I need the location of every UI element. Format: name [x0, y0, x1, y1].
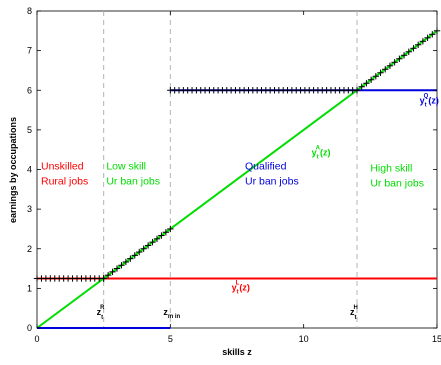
x-tick-label-3: 15 — [432, 334, 441, 344]
marker-3-3 — [367, 76, 375, 83]
marker-1-8 — [136, 248, 143, 256]
x-tick-label-2: 10 — [299, 334, 309, 344]
annotations: Unskilled Rural jobs Low skill Ur ban jobs Q… — [41, 94, 439, 321]
y-tick-label-1: 1 — [27, 283, 32, 293]
x-tick-label-1: 5 — [168, 334, 173, 344]
region-label-rural: Unskilled Rural jobs — [41, 161, 88, 188]
marker-1-0 — [100, 275, 107, 282]
marker-3-0 — [353, 87, 361, 94]
marker-3-16 — [429, 31, 436, 38]
y-tick-label-3: 3 — [27, 204, 32, 214]
y-tick-label-4: 4 — [27, 165, 32, 175]
curve-label-yL: ytL(z) — [232, 280, 250, 295]
y-tick-label-7: 7 — [27, 46, 32, 56]
marker-3-12 — [410, 45, 417, 52]
y-tick-label-6: 6 — [27, 85, 32, 95]
region-label-qualified: Qualified Ur ban jobs — [245, 161, 299, 188]
marker-3-10 — [400, 52, 408, 59]
marker-3-14 — [419, 38, 427, 45]
marker-1-13 — [158, 232, 165, 239]
marker-1-14 — [162, 229, 170, 236]
marker-1-11 — [149, 238, 156, 246]
marker-3-2 — [363, 80, 370, 87]
marker-1-6 — [127, 255, 134, 262]
marker-3-1 — [358, 83, 365, 90]
marker-3-8 — [391, 59, 398, 66]
marker-3-6 — [382, 66, 389, 73]
y-tick-label-5: 5 — [27, 125, 32, 135]
marker-3-13 — [414, 41, 422, 48]
threshold-label-2: ztH — [350, 305, 358, 321]
threshold-label-0: ztR — [97, 305, 106, 321]
equilibrium-markers — [33, 27, 441, 282]
marker-1-4 — [118, 262, 125, 269]
y-axis-label: earnings by occupations — [8, 117, 18, 223]
marker-1-2 — [109, 268, 116, 276]
marker-3-17 — [433, 27, 441, 35]
marker-1-5 — [122, 258, 130, 266]
marker-3-9 — [396, 55, 403, 62]
marker-3-7 — [386, 62, 394, 69]
marker-3-5 — [377, 69, 384, 76]
threshold-lines — [103, 11, 358, 328]
marker-1-15 — [167, 225, 174, 233]
marker-1-3 — [113, 265, 121, 272]
threshold-label-1: zm in — [163, 307, 180, 320]
marker-3-15 — [424, 34, 431, 42]
x-tick-label-0: 0 — [34, 334, 39, 344]
marker-1-10 — [144, 242, 152, 249]
y-tick-label-0: 0 — [27, 323, 32, 333]
x-axis-label: skills z — [222, 347, 252, 357]
marker-1-1 — [104, 271, 112, 279]
axis-ticks: 0 5 10 15 0 1 2 3 4 5 6 7 8 — [27, 6, 441, 344]
y-tick-label-8: 8 — [27, 6, 32, 16]
y-tick-label-2: 2 — [27, 244, 32, 254]
marker-1-7 — [131, 252, 138, 259]
curve-label-yA: ytA(z) — [312, 146, 331, 161]
marker-3-11 — [405, 48, 412, 55]
marker-3-4 — [372, 73, 380, 80]
region-label-highskill: High skill Ur ban jobs — [370, 162, 424, 189]
region-label-lowskill: Low skill Ur ban jobs — [106, 161, 160, 188]
marker-1-12 — [153, 235, 161, 243]
marker-1-9 — [140, 245, 147, 252]
curve-label-yQ: ytQ(z) — [420, 94, 439, 109]
